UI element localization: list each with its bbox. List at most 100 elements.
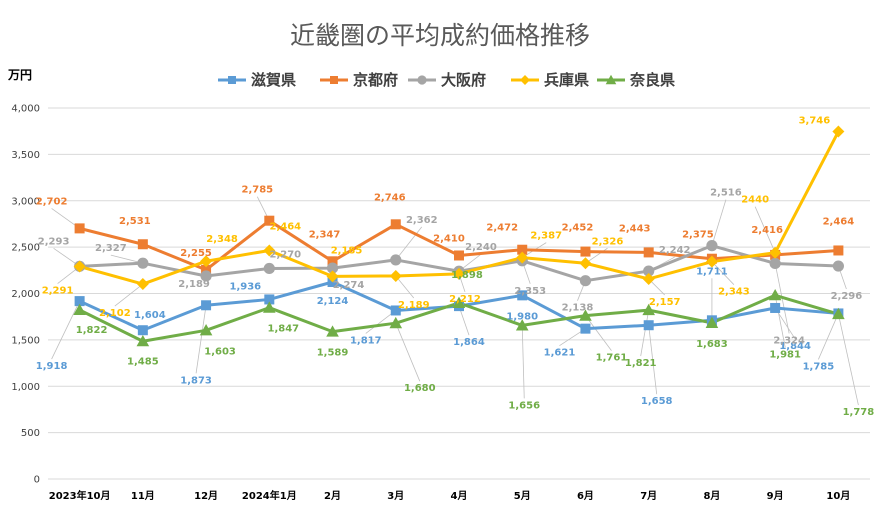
data-point-3-6: [453, 267, 465, 280]
data-label-0-8: 1,621: [544, 348, 576, 359]
data-label-2-6: 2,240: [465, 242, 497, 253]
data-point-4-10: [705, 316, 719, 328]
leader-line: [585, 315, 612, 351]
leader-line: [51, 300, 80, 360]
data-label-3-10: 2,343: [718, 287, 750, 298]
data-label-4-9: 1,821: [625, 358, 657, 369]
data-label-0-3: 1,936: [229, 281, 261, 292]
data-point-4-6: [452, 296, 466, 309]
data-point-2-9: [643, 265, 655, 277]
data-label-2-8: 2,138: [562, 303, 594, 314]
data-label-1-6: 2,410: [433, 233, 465, 244]
data-point-4-2: [199, 324, 213, 336]
data-point-1-4: [327, 256, 338, 267]
data-label-4-3: 1,847: [267, 324, 299, 335]
data-label-3-9: 2,157: [649, 297, 681, 308]
x-tick-label: 2月: [324, 490, 341, 502]
gridlines: [48, 107, 870, 480]
data-label-2-1: 2,327: [95, 243, 127, 254]
data-point-1-6: [454, 250, 464, 261]
data-point-1-3: [264, 215, 275, 226]
data-point-2-11: [769, 257, 781, 270]
x-tick-label: 3月: [387, 490, 404, 502]
data-point-1-0: [74, 223, 85, 234]
data-label-1-3: 2,785: [241, 185, 273, 196]
data-label-0-6: 1,864: [453, 337, 485, 348]
data-label-4-5: 1,680: [404, 383, 436, 394]
data-label-4-12: 1,778: [843, 407, 875, 418]
data-point-3-12: [832, 125, 845, 138]
data-point-2-3: [263, 262, 275, 275]
data-label-3-4: 2,185: [331, 245, 363, 256]
data-point-1-5: [390, 219, 401, 230]
data-point-0-8: [580, 323, 591, 334]
data-label-0-11: 1,844: [779, 341, 811, 352]
y-tick-label: 2,500: [11, 243, 40, 254]
legend-label-3: 兵庫県: [544, 71, 589, 89]
data-labels: 1,918 1,604 1,873 1,936 2,124 1,817 1,864 1,980…: [36, 116, 874, 419]
legend: 滋賀県 京都府 大阪府 兵庫県 奈良県: [218, 71, 675, 89]
leader-line: [395, 226, 423, 261]
data-label-3-2: 2,348: [206, 234, 238, 245]
data-label-0-5: 1,817: [350, 335, 382, 346]
legend-label-0: 滋賀県: [251, 71, 296, 89]
data-label-1-1: 2,531: [119, 216, 151, 227]
legend-label-4: 奈良県: [629, 71, 675, 89]
legend-marker-4: [605, 74, 617, 85]
x-tick-label: 7月: [640, 490, 657, 502]
data-label-4-4: 1,589: [317, 348, 349, 359]
data-point-4-0: [73, 303, 86, 316]
y-tick-label: 4,000: [11, 104, 40, 115]
data-point-0-9: [643, 320, 654, 331]
data-point-3-9: [642, 272, 655, 285]
chart-title: 近畿圏の平均成約価格推移: [290, 21, 590, 50]
data-label-4-1: 1,485: [127, 356, 159, 367]
data-label-4-6: 1,898: [451, 270, 483, 281]
data-label-2-0: 2,293: [38, 236, 70, 247]
data-point-0-3: [264, 294, 275, 305]
data-label-0-12: 1,785: [803, 361, 835, 372]
data-label-0-2: 1,873: [180, 375, 212, 386]
data-point-3-4: [326, 270, 339, 283]
data-label-2-7: 2,353: [514, 286, 546, 297]
data-point-3-8: [579, 257, 592, 270]
data-point-2-12: [832, 260, 844, 272]
x-tick-label: 2024年1月: [242, 489, 297, 502]
leader-line: [711, 199, 727, 246]
data-point-2-4: [326, 262, 339, 274]
data-label-0-7: 1,980: [506, 311, 538, 322]
x-tick-label: 2023年10月: [49, 489, 111, 502]
x-tick-label: 11月: [131, 490, 155, 502]
data-point-4-8: [579, 309, 592, 321]
leader-line: [114, 283, 144, 307]
leader-line: [395, 323, 421, 382]
data-point-1-7: [517, 244, 528, 255]
data-label-0-0: 1,918: [36, 361, 68, 372]
data-point-1-9: [643, 247, 654, 258]
leader-line: [754, 206, 776, 253]
y-tick-label: 3,500: [11, 150, 40, 161]
data-point-2-8: [579, 275, 592, 287]
data-label-2-11: 2,324: [773, 335, 805, 346]
data-point-3-11: [769, 246, 782, 259]
data-label-3-12: 3,746: [799, 116, 831, 127]
data-label-4-0: 1,822: [76, 325, 108, 336]
plot-area: [73, 125, 845, 347]
x-tick-label: 12月: [194, 490, 218, 502]
legend-marker-0: [228, 76, 236, 84]
y-axis-unit-label: 万円: [7, 68, 32, 82]
data-point-4-5: [389, 316, 403, 329]
x-tick-label: 8月: [703, 490, 720, 502]
data-label-2-5: 2,362: [406, 215, 438, 226]
data-point-3-5: [389, 269, 402, 282]
data-point-2-10: [706, 240, 718, 252]
data-label-1-7: 2,472: [486, 223, 518, 234]
data-point-4-12: [832, 307, 845, 320]
data-label-3-8: 2,326: [592, 236, 624, 247]
data-point-0-5: [390, 305, 401, 316]
data-label-2-2: 2,189: [178, 279, 210, 290]
data-point-4-9: [642, 303, 655, 316]
x-tick-label: 10月: [826, 490, 850, 502]
data-point-1-8: [580, 246, 591, 257]
data-point-0-11: [770, 302, 781, 313]
